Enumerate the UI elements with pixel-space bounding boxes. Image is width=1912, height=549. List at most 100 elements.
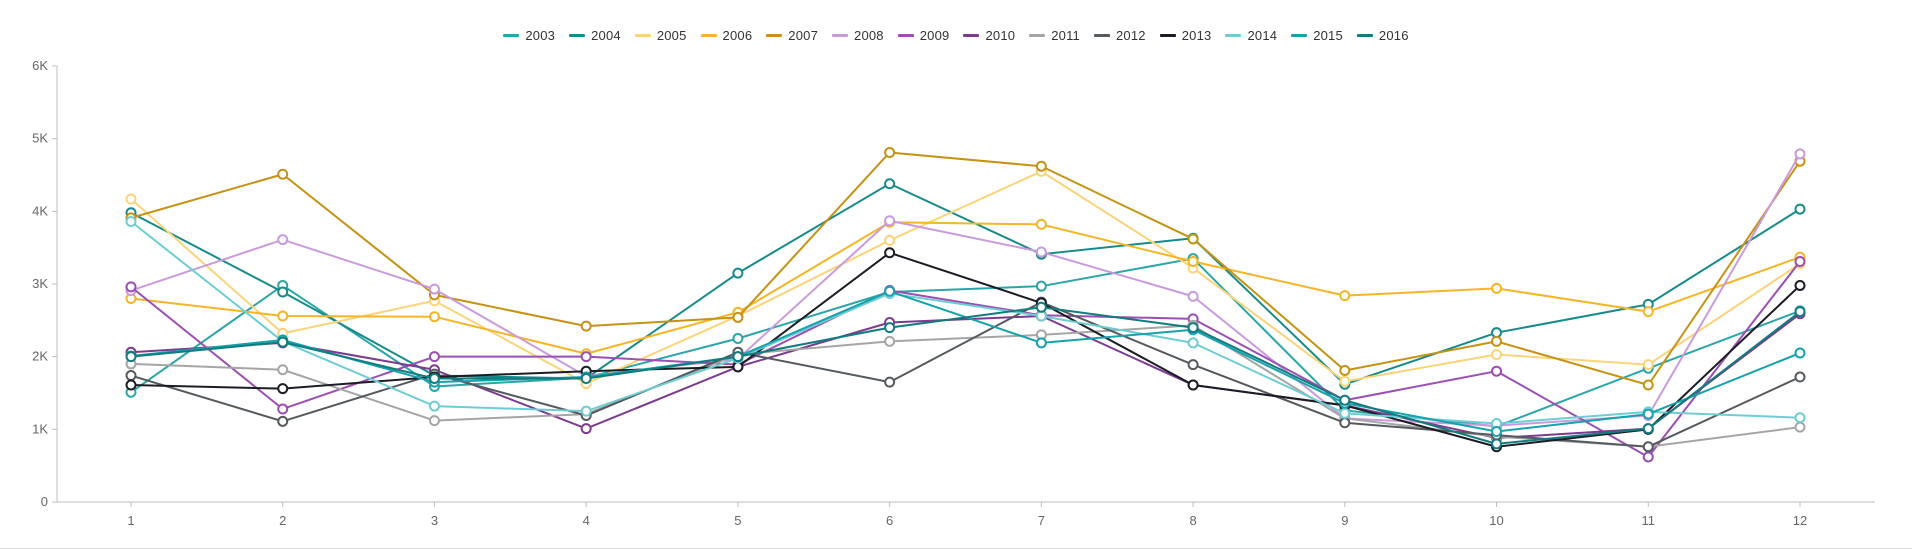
legend-item-2008[interactable]: 2008 <box>832 28 884 43</box>
data-point-2004-12[interactable] <box>1794 203 1806 215</box>
data-point-2014-1[interactable] <box>125 216 137 228</box>
data-point-2012-11[interactable] <box>1642 441 1654 453</box>
legend-item-2014[interactable]: 2014 <box>1225 28 1277 43</box>
data-point-2004-5[interactable] <box>732 267 744 279</box>
data-point-2012-8[interactable] <box>1187 359 1199 371</box>
data-point-2016-10[interactable] <box>1491 438 1503 450</box>
data-point-2006-2[interactable] <box>277 310 289 322</box>
data-point-2013-1[interactable] <box>125 379 137 391</box>
data-point-2015-12[interactable] <box>1794 347 1806 359</box>
data-point-2008-8[interactable] <box>1187 290 1199 302</box>
data-point-2012-1[interactable] <box>125 370 137 382</box>
data-point-2005-6[interactable] <box>884 234 896 246</box>
data-point-2006-9[interactable] <box>1339 290 1351 302</box>
data-point-2014-9[interactable] <box>1339 407 1351 419</box>
data-point-2009-1[interactable] <box>125 281 137 293</box>
data-point-2012-9[interactable] <box>1339 417 1351 429</box>
data-point-2003-7[interactable] <box>1035 280 1047 292</box>
data-point-2012-2[interactable] <box>277 415 289 427</box>
data-point-2014-8[interactable] <box>1187 337 1199 349</box>
data-point-2006-10[interactable] <box>1491 282 1503 294</box>
data-point-2013-8[interactable] <box>1187 379 1199 391</box>
data-point-2007-5[interactable] <box>732 311 744 323</box>
data-point-2016-8[interactable] <box>1187 322 1199 334</box>
data-point-2016-3[interactable] <box>428 372 440 384</box>
data-point-2011-2[interactable] <box>277 364 289 376</box>
legend-item-2011[interactable]: 2011 <box>1029 28 1080 43</box>
data-point-2005-11[interactable] <box>1642 359 1654 371</box>
data-point-2007-6[interactable] <box>884 146 896 158</box>
data-point-2015-11[interactable] <box>1642 408 1654 420</box>
data-point-2004-10[interactable] <box>1491 327 1503 339</box>
data-point-2006-3[interactable] <box>428 311 440 323</box>
legend-item-2007[interactable]: 2007 <box>766 28 818 43</box>
data-point-2007-9[interactable] <box>1339 364 1351 376</box>
data-point-2007-4[interactable] <box>580 320 592 332</box>
data-point-2015-6[interactable] <box>884 285 896 297</box>
data-point-2016-12[interactable] <box>1794 306 1806 318</box>
data-point-2006-7[interactable] <box>1035 218 1047 230</box>
legend-label: 2009 <box>919 28 950 43</box>
data-point-2007-11[interactable] <box>1642 379 1654 391</box>
data-point-2016-11[interactable] <box>1642 423 1654 435</box>
data-point-2014-4[interactable] <box>580 405 592 417</box>
data-point-2005-1[interactable] <box>125 193 137 205</box>
data-point-2013-2[interactable] <box>277 383 289 395</box>
legend-item-2010[interactable]: 2010 <box>963 28 1015 43</box>
legend-item-2006[interactable]: 2006 <box>700 28 753 43</box>
data-point-2005-10[interactable] <box>1491 348 1503 360</box>
data-point-2004-2[interactable] <box>277 286 289 298</box>
legend-item-2016[interactable]: 2016 <box>1356 28 1409 43</box>
data-point-2008-7[interactable] <box>1035 246 1047 258</box>
legend-item-2004[interactable]: 2004 <box>569 28 621 43</box>
data-point-2012-12[interactable] <box>1794 371 1806 383</box>
series-line-2008 <box>130 153 1801 427</box>
data-point-2009-10[interactable] <box>1491 365 1503 377</box>
data-point-2009-2[interactable] <box>277 403 289 415</box>
legend-item-2005[interactable]: 2005 <box>634 28 687 43</box>
data-point-2014-12[interactable] <box>1794 412 1806 424</box>
data-point-2005-9[interactable] <box>1339 375 1351 387</box>
data-point-2016-1[interactable] <box>125 351 137 363</box>
legend-item-2003[interactable]: 2003 <box>503 28 555 43</box>
data-point-2011-3[interactable] <box>428 415 440 427</box>
data-point-2016-4[interactable] <box>580 372 592 384</box>
data-point-2016-9[interactable] <box>1339 394 1351 406</box>
data-point-2016-6[interactable] <box>884 322 896 334</box>
data-point-2016-5[interactable] <box>732 351 744 363</box>
data-point-2010-4[interactable] <box>580 423 592 435</box>
data-point-2006-11[interactable] <box>1642 306 1654 318</box>
data-point-2013-5[interactable] <box>732 361 744 373</box>
data-point-2008-2[interactable] <box>277 234 289 246</box>
data-point-2007-7[interactable] <box>1035 160 1047 172</box>
data-point-2012-6[interactable] <box>884 376 896 388</box>
legend-item-2015[interactable]: 2015 <box>1291 28 1343 43</box>
data-point-2009-4[interactable] <box>580 351 592 363</box>
data-point-2007-2[interactable] <box>277 168 289 180</box>
data-point-2013-6[interactable] <box>884 247 896 259</box>
data-point-2015-10[interactable] <box>1491 426 1503 438</box>
data-point-2008-6[interactable] <box>884 215 896 227</box>
legend-item-2012[interactable]: 2012 <box>1093 28 1146 43</box>
data-point-2011-12[interactable] <box>1794 421 1806 433</box>
data-point-2009-12[interactable] <box>1794 255 1806 267</box>
data-point-2016-2[interactable] <box>277 336 289 348</box>
data-point-2008-12[interactable] <box>1794 148 1806 160</box>
data-point-2008-3[interactable] <box>428 283 440 295</box>
data-point-2011-6[interactable] <box>884 335 896 347</box>
data-point-2004-6[interactable] <box>884 178 896 190</box>
legend-swatch <box>766 34 783 37</box>
data-point-2009-11[interactable] <box>1642 451 1654 463</box>
data-point-2006-8[interactable] <box>1187 255 1199 267</box>
data-point-2013-12[interactable] <box>1794 279 1806 291</box>
legend-item-2013[interactable]: 2013 <box>1159 28 1212 43</box>
data-point-2009-3[interactable] <box>428 351 440 363</box>
data-point-2014-3[interactable] <box>428 400 440 412</box>
legend-item-2009[interactable]: 2009 <box>897 28 950 43</box>
data-point-2016-7[interactable] <box>1035 301 1047 313</box>
data-point-2007-8[interactable] <box>1187 233 1199 245</box>
data-point-2003-5[interactable] <box>732 333 744 344</box>
data-point-2014-7[interactable] <box>1035 310 1047 322</box>
data-point-2007-10[interactable] <box>1491 335 1503 347</box>
data-point-2015-7[interactable] <box>1035 337 1047 349</box>
